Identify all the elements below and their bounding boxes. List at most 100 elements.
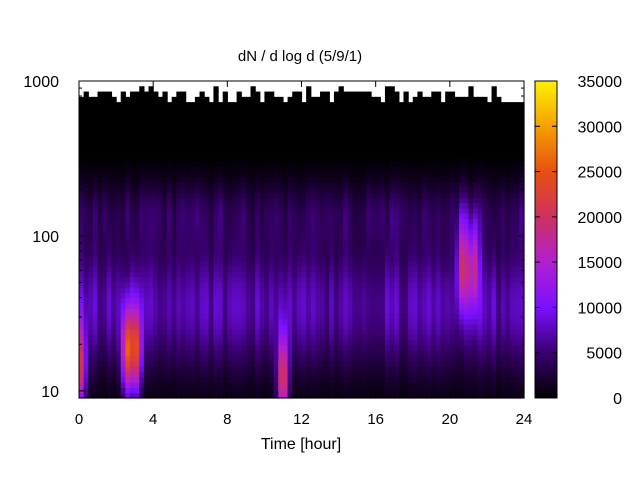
heatmap-cell <box>371 197 377 204</box>
heatmap-cell <box>338 170 344 177</box>
heatmap-cell <box>352 117 358 124</box>
heatmap-cell <box>116 265 122 272</box>
heatmap-cell <box>190 213 196 219</box>
heatmap-cell <box>435 382 442 389</box>
heatmap-cell <box>245 302 252 309</box>
heatmap-cell <box>153 281 159 288</box>
heatmap-cell <box>83 255 89 262</box>
heatmap-cell <box>162 197 168 204</box>
heatmap-cell <box>167 382 173 389</box>
heatmap-cell <box>236 144 242 151</box>
heatmap-cell <box>222 170 228 177</box>
heatmap-cell <box>347 345 354 352</box>
heatmap-cell <box>306 244 312 251</box>
heatmap-cell <box>278 165 284 172</box>
heatmap-cell <box>384 366 391 373</box>
heatmap-cell <box>282 287 289 293</box>
heatmap-cell <box>324 202 330 209</box>
heatmap-cell <box>459 234 465 241</box>
heatmap-cell <box>218 324 224 330</box>
heatmap-cell <box>422 350 428 357</box>
heatmap-cell <box>236 234 242 241</box>
heatmap-cell <box>208 123 215 130</box>
heatmap-cell <box>162 191 168 198</box>
heatmap-cell <box>153 366 159 373</box>
heatmap-cell <box>292 128 298 135</box>
heatmap-cell <box>278 308 284 315</box>
heatmap-cell <box>361 213 367 219</box>
heatmap-cell <box>199 302 205 309</box>
heatmap-cell <box>417 128 423 135</box>
heatmap-cell <box>269 123 275 130</box>
heatmap-cell <box>204 181 210 188</box>
heatmap-cell <box>357 276 363 283</box>
heatmap-cell <box>79 202 85 209</box>
heatmap-cell <box>440 355 446 362</box>
heatmap-cell <box>125 197 131 204</box>
heatmap-cell <box>255 218 261 225</box>
heatmap-cell <box>120 265 126 272</box>
heatmap-cell <box>343 160 349 167</box>
heatmap-cell <box>468 250 474 256</box>
heatmap-cell <box>185 112 191 119</box>
heatmap-cell <box>162 223 168 230</box>
heatmap-cell <box>426 276 432 283</box>
heatmap-cell <box>92 260 99 267</box>
heatmap-cell <box>241 176 247 182</box>
heatmap-cell <box>278 96 284 103</box>
heatmap-cell <box>255 186 261 193</box>
heatmap-cell <box>347 276 354 283</box>
heatmap-cell <box>190 392 196 399</box>
heatmap-cell <box>222 107 228 114</box>
heatmap-cell <box>162 176 168 182</box>
heatmap-cell <box>343 382 349 389</box>
heatmap-cell <box>320 144 326 151</box>
heatmap-cell <box>153 334 159 341</box>
heatmap-cell <box>106 345 113 352</box>
heatmap-cell <box>185 128 191 135</box>
heatmap-cell <box>231 107 238 114</box>
heatmap-cell <box>361 123 367 130</box>
heatmap-cell <box>227 308 233 315</box>
heatmap-cell <box>296 139 303 145</box>
heatmap-cell <box>208 366 215 373</box>
heatmap-cell <box>422 149 428 156</box>
heatmap-cell <box>185 144 191 151</box>
heatmap-cell <box>315 202 321 209</box>
heatmap-cell <box>185 339 191 346</box>
heatmap-cell <box>222 139 228 145</box>
heatmap-cell <box>250 228 256 235</box>
heatmap-cell <box>445 244 451 251</box>
heatmap-cell <box>366 181 372 188</box>
heatmap-cell <box>301 313 307 320</box>
heatmap-cell <box>440 382 446 389</box>
heatmap-cell <box>463 223 469 230</box>
heatmap-cell <box>176 96 182 103</box>
heatmap-cell <box>459 102 465 109</box>
heatmap-cell <box>102 133 108 140</box>
heatmap-cell <box>426 329 432 336</box>
heatmap-cell <box>111 154 117 161</box>
heatmap-cell <box>162 366 168 373</box>
heatmap-cell <box>310 355 317 362</box>
heatmap-cell <box>306 302 312 309</box>
heatmap-cell <box>278 255 284 262</box>
heatmap-cell <box>250 329 256 336</box>
heatmap-cell <box>477 228 483 235</box>
heatmap-cell <box>347 255 354 262</box>
heatmap-cell <box>185 239 191 246</box>
heatmap-cell <box>162 244 168 251</box>
heatmap-cell <box>417 292 423 299</box>
heatmap-cell <box>102 382 108 389</box>
heatmap-cell <box>245 250 252 256</box>
heatmap-cell <box>403 144 409 151</box>
heatmap-cell <box>361 287 367 293</box>
heatmap-cell <box>148 213 154 219</box>
heatmap-cell <box>375 392 381 399</box>
heatmap-cell <box>143 339 150 346</box>
heatmap-cell <box>292 292 298 299</box>
heatmap-cell <box>426 350 432 357</box>
heatmap-cell <box>352 223 358 230</box>
heatmap-cell <box>320 265 326 272</box>
heatmap-cell <box>208 165 215 172</box>
